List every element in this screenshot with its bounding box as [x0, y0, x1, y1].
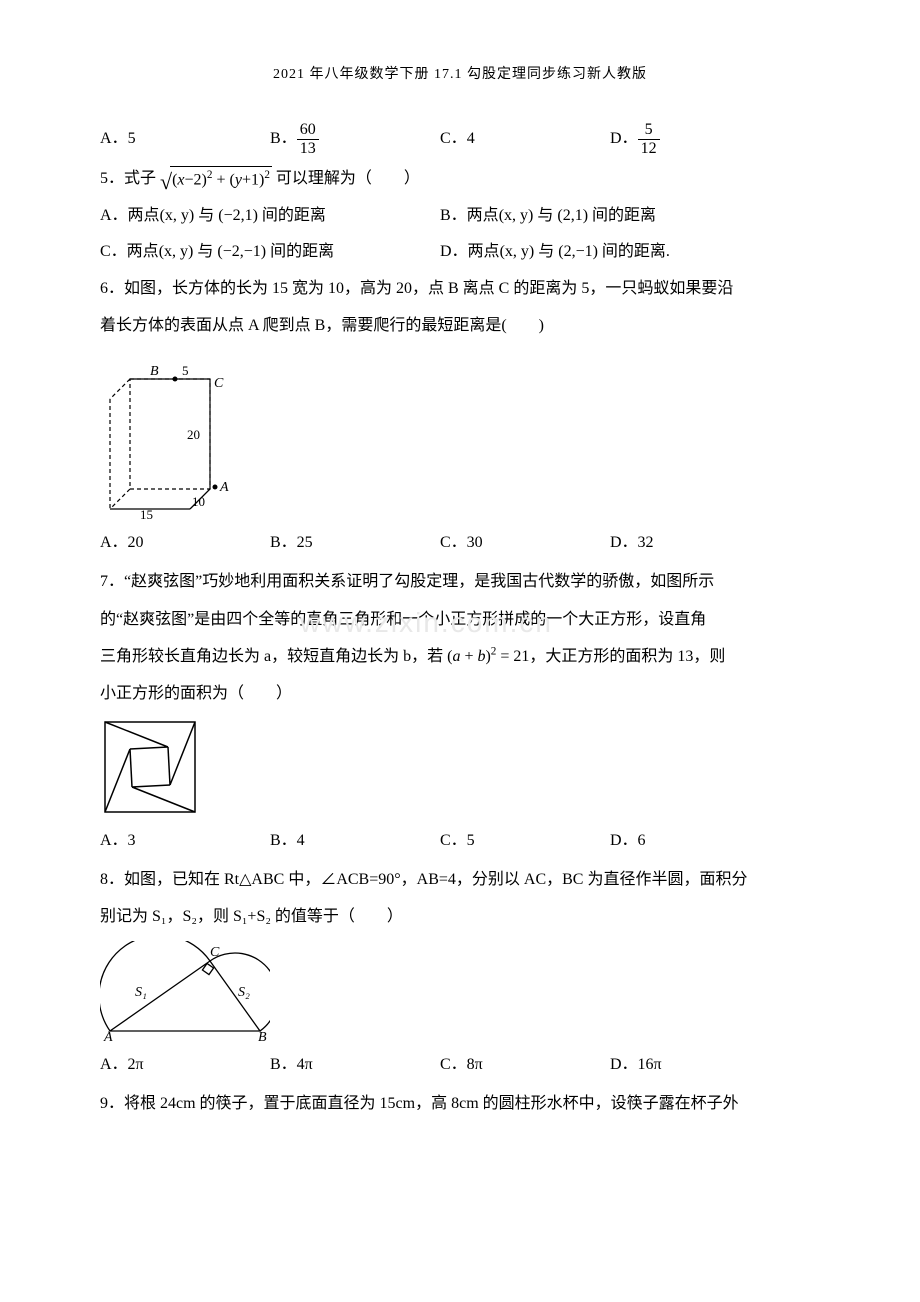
label-10: 10	[192, 494, 205, 509]
q5-stem-prefix: 5．式子	[100, 170, 156, 187]
label-s2: S₂	[238, 985, 250, 1000]
q7-figure	[100, 717, 820, 817]
q6-options: A．20 B．25 C．30 D．32	[100, 525, 820, 560]
q7-line4: 小正方形的面积为（ ）	[100, 676, 820, 711]
q5d-prefix: D．两点	[440, 243, 500, 260]
q4-opt-c: C．4	[440, 121, 610, 157]
q6-line2: 着长方体的表面从点 A 爬到点 B，需要爬行的最短距离是( )	[100, 308, 820, 343]
q8-line2: 别记为 S₁，S₂，则 S₁+S₂ 的值等于（ ）	[100, 899, 820, 934]
q4-b-num: 60	[297, 121, 319, 140]
q5a-prefix: A．两点	[100, 207, 160, 224]
q8-opt-c: C．8π	[440, 1047, 610, 1082]
q4-d-num: 5	[638, 121, 660, 140]
label-15: 15	[140, 507, 153, 519]
cuboid-icon: B 5 C 20 A 15 10	[100, 349, 240, 519]
page-header: 2021 年八年级数学下册 17.1 勾股定理同步练习新人教版	[100, 60, 820, 91]
label-c8: C	[210, 945, 220, 960]
q6-opt-b: B．25	[270, 525, 440, 560]
q5c-mid: 与	[193, 243, 217, 260]
q5b-mid: 与	[533, 207, 557, 224]
q5b-pt2: (2,1)	[557, 207, 588, 224]
q5d-suffix: 间的距离.	[598, 243, 670, 260]
q8-options: A．2π B．4π C．8π D．16π	[100, 1047, 820, 1082]
q8-figure: A B C S₁ S₂	[100, 941, 820, 1041]
q6-opt-c: C．30	[440, 525, 610, 560]
q7-opt-c: C．5	[440, 823, 610, 858]
q7-options: A．3 B．4 C．5 D．6	[100, 823, 820, 858]
q4-d-frac: 512	[638, 121, 660, 157]
label-5: 5	[182, 363, 189, 378]
semicircles-icon: A B C S₁ S₂	[100, 941, 270, 1041]
q9-line1: 9．将根 24cm 的筷子，置于底面直径为 15cm，高 8cm 的圆柱形水杯中…	[100, 1086, 820, 1121]
q5d-mid: 与	[534, 243, 558, 260]
q5c-pt2: (−2,−1)	[217, 243, 266, 260]
q4-d-den: 12	[638, 140, 660, 158]
q7-line1: 7．“赵爽弦图”巧妙地利用面积关系证明了勾股定理，是我国古代数学的骄傲，如图所示	[100, 564, 820, 599]
q5b-prefix: B．两点	[440, 207, 499, 224]
q5d-pt2: (2,−1)	[558, 243, 598, 260]
label-c: C	[214, 376, 224, 391]
q8-opt-b: B．4π	[270, 1047, 440, 1082]
q5a-pt2: (−2,1)	[218, 207, 258, 224]
q5a-mid: 与	[194, 207, 218, 224]
q5d-pt1: (x, y)	[500, 243, 535, 260]
q4-c-val: 4	[467, 130, 475, 147]
q6-opt-a: A．20	[100, 525, 270, 560]
label-b8: B	[258, 1030, 267, 1041]
q5-stem-suffix: 可以理解为（ ）	[276, 170, 420, 187]
q5c-pt1: (x, y)	[159, 243, 194, 260]
q7-opt-d: D．6	[610, 823, 646, 858]
q5-options-row2: C．两点(x, y) 与 (−2,−1) 间的距离 D．两点(x, y) 与 (…	[100, 234, 820, 269]
q5c-suffix: 间的距离	[266, 243, 334, 260]
q7-l3-post: ，大正方形的面积为 13，则	[529, 648, 725, 665]
q5-opt-b: B．两点(x, y) 与 (2,1) 间的距离	[440, 198, 656, 233]
q8-opt-d: D．16π	[610, 1047, 662, 1082]
point-b-dot	[173, 377, 178, 382]
q4-b-frac: 6013	[297, 121, 319, 157]
label-a8: A	[103, 1030, 113, 1041]
q5-opt-d: D．两点(x, y) 与 (2,−1) 间的距离.	[440, 234, 670, 269]
q8-opt-a: A．2π	[100, 1047, 270, 1082]
label-s1: S₁	[135, 985, 147, 1000]
q7-opt-b: B．4	[270, 823, 440, 858]
q5-stem: 5．式子 √ (x−2)2 + (y+1)2 可以理解为（ ）	[100, 161, 820, 196]
q7-line3: 三角形较长直角边长为 a，较短直角边长为 b，若 (a + b)2 = 21，大…	[100, 639, 820, 674]
q7-expr: (a + b)2 = 21	[447, 648, 529, 665]
q8-line1: 8．如图，已知在 Rt△ABC 中，∠ACB=90°，AB=4，分别以 AC，B…	[100, 862, 820, 897]
q7-l3-pre: 三角形较长直角边长为 a，较短直角边长为 b，若	[100, 648, 447, 665]
q4-options: A．5 B．6013 C．4 D．512	[100, 121, 820, 157]
q5-opt-a: A．两点(x, y) 与 (−2,1) 间的距离	[100, 198, 440, 233]
zhaoshuang-icon	[100, 717, 200, 817]
q5-sqrt: √ (x−2)2 + (y+1)2	[160, 166, 272, 192]
q7-opt-a: A．3	[100, 823, 270, 858]
q6-opt-d: D．32	[610, 525, 654, 560]
q7-line2: 的“赵爽弦图”是由四个全等的直角三角形和一个小正方形拼成的一个大正方形，设直角	[100, 602, 820, 637]
point-a-dot	[213, 485, 218, 490]
q5-opt-c: C．两点(x, y) 与 (−2,−1) 间的距离	[100, 234, 440, 269]
label-a: A	[219, 480, 229, 495]
label-20: 20	[187, 427, 200, 442]
q5-options-row1: A．两点(x, y) 与 (−2,1) 间的距离 B．两点(x, y) 与 (2…	[100, 198, 820, 233]
q4-opt-a: A．5	[100, 121, 270, 157]
q5b-suffix: 间的距离	[588, 207, 656, 224]
q6-figure: B 5 C 20 A 15 10	[100, 349, 820, 519]
label-b: B	[150, 364, 159, 379]
q5a-suffix: 间的距离	[258, 207, 326, 224]
q5c-prefix: C．两点	[100, 243, 159, 260]
q4-b-den: 13	[297, 140, 319, 158]
q6-line1: 6．如图，长方体的长为 15 宽为 10，高为 20，点 B 离点 C 的距离为…	[100, 271, 820, 306]
q5-sqrt-body: (x−2)2 + (y+1)2	[170, 166, 272, 192]
q4-a-val: 5	[128, 130, 136, 147]
q4-opt-b: B．6013	[270, 121, 440, 157]
q5a-pt1: (x, y)	[160, 207, 195, 224]
q5b-pt1: (x, y)	[499, 207, 534, 224]
q4-opt-d: D．512	[610, 121, 660, 157]
